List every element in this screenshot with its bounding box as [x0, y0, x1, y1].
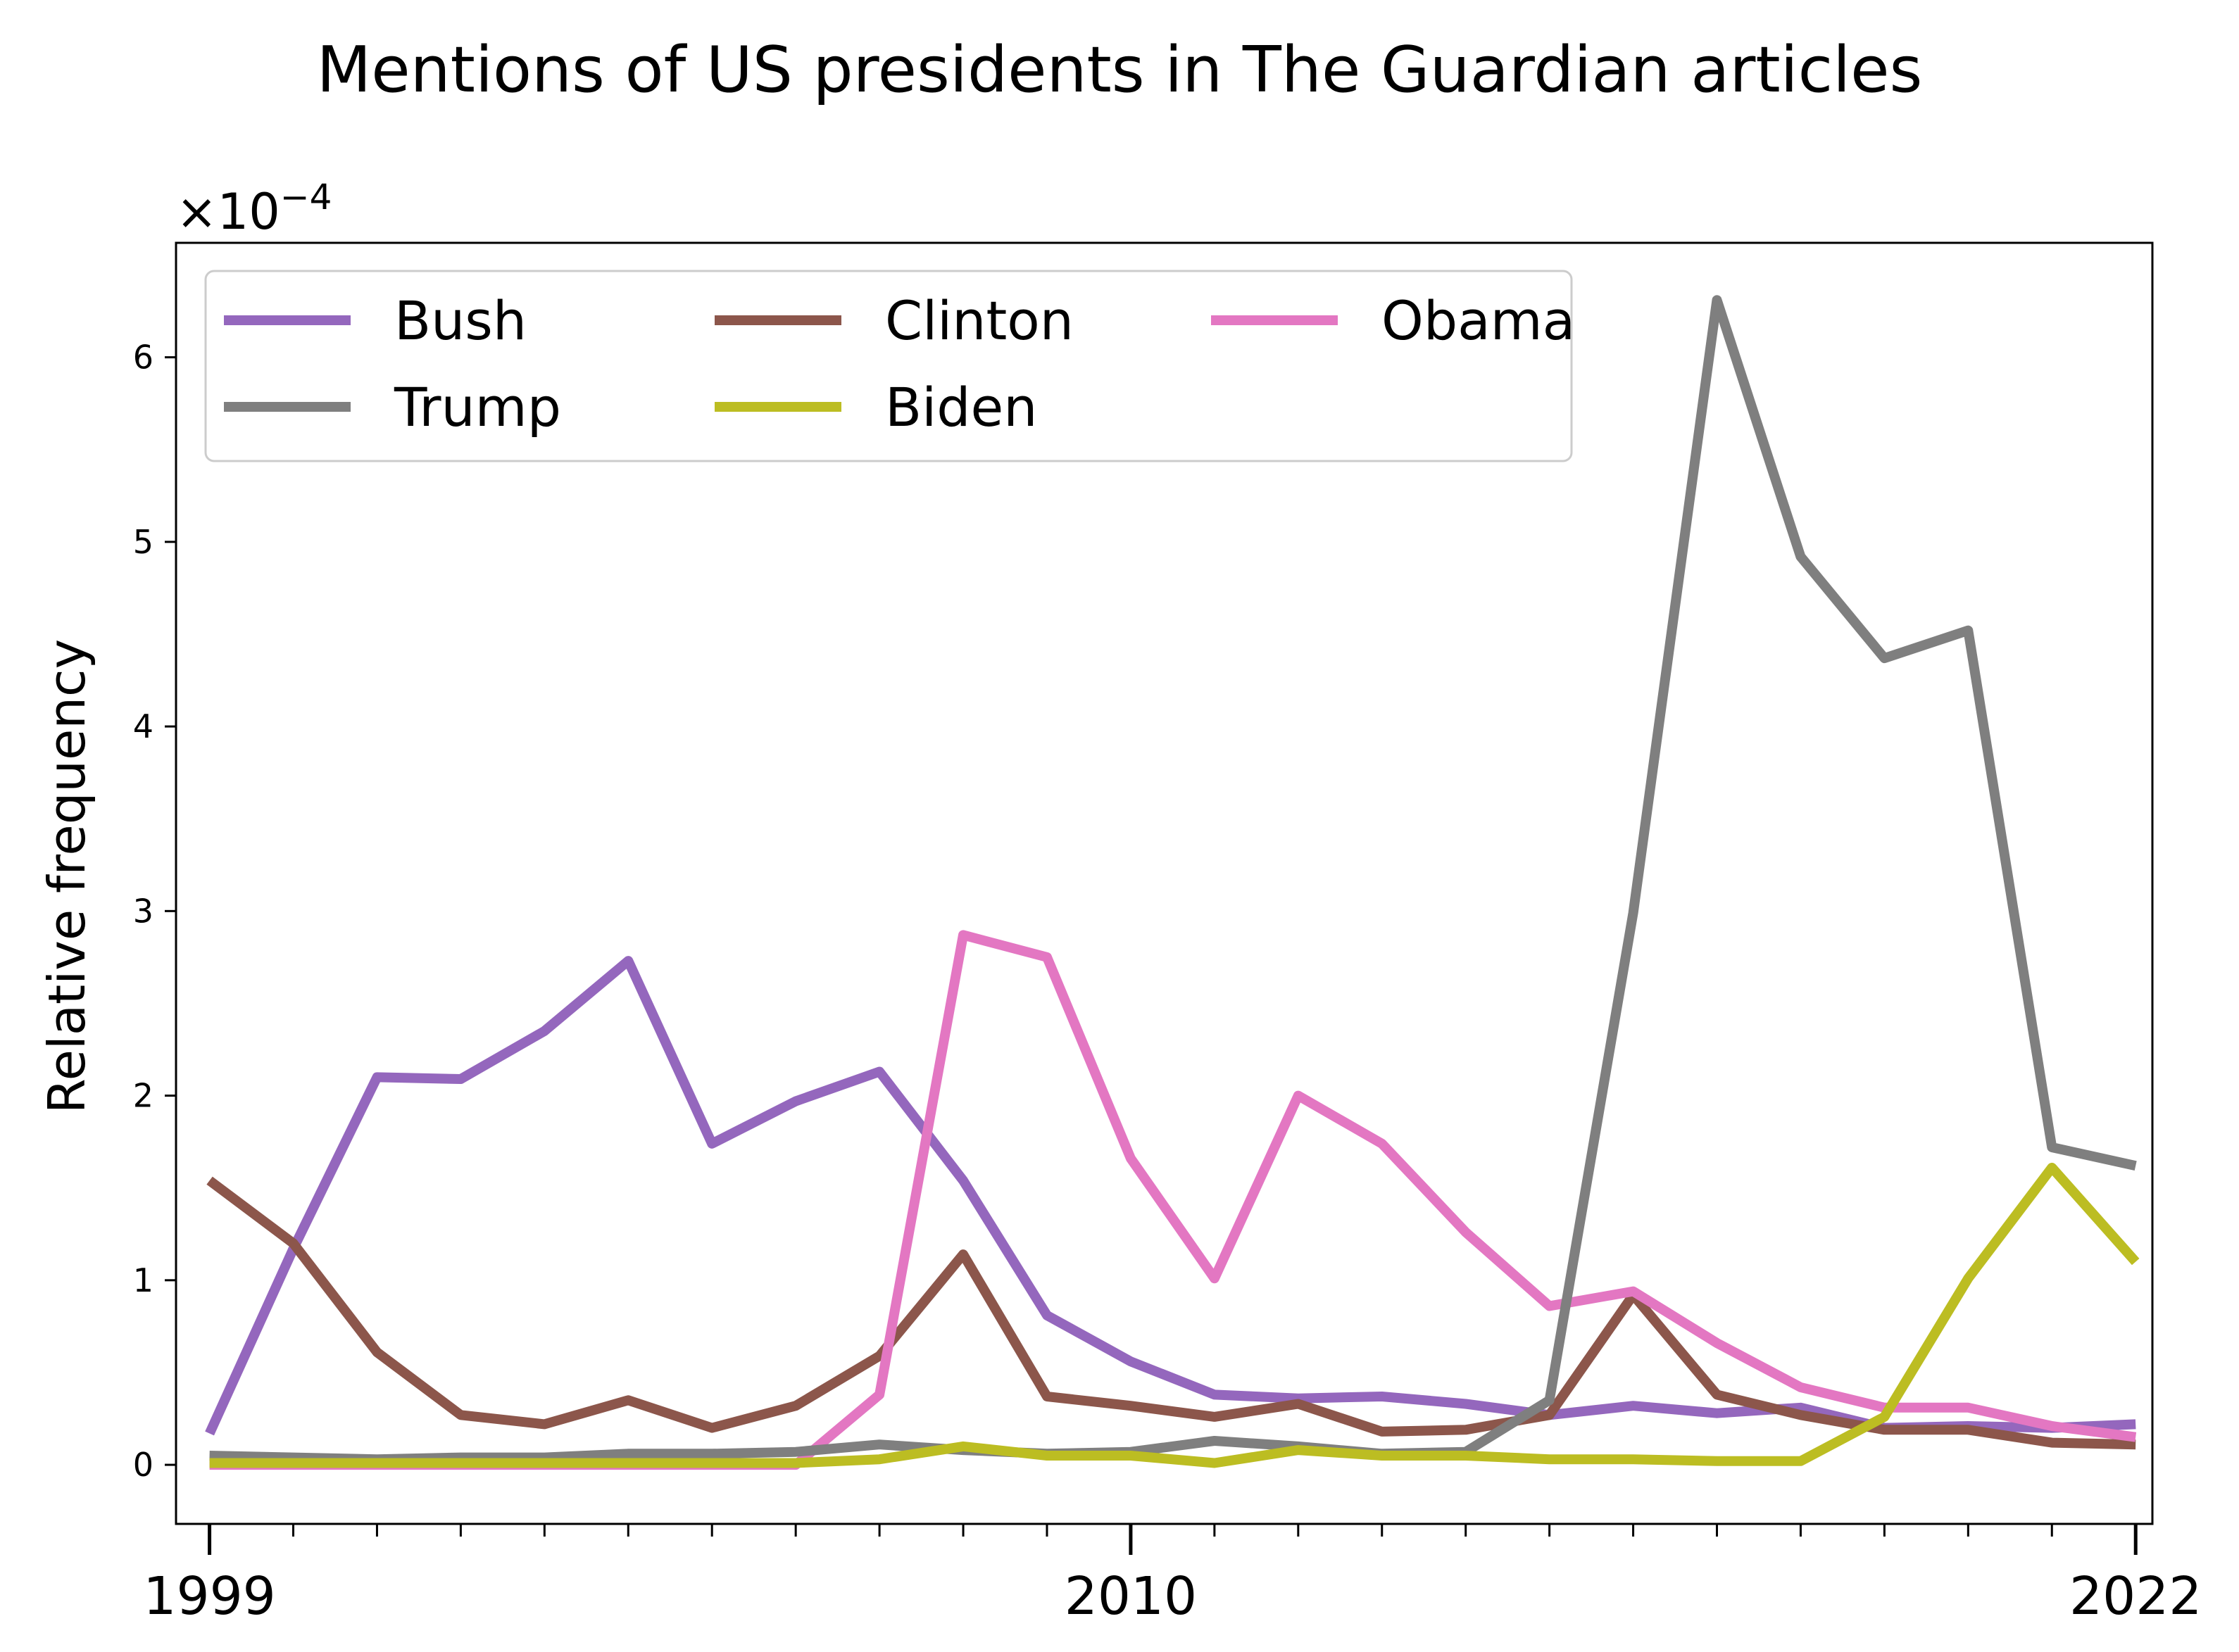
x-tick-label-2022: 2022 — [2069, 1566, 2202, 1627]
axes-layer: 0 1 2 3 4 5 6 1999 2010 2022 — [133, 241, 2202, 1627]
series-line-biden — [209, 1162, 2140, 1468]
plot-frame — [175, 241, 2154, 1525]
y-tick-label-3: 3 — [133, 892, 153, 930]
y-axis-exponent-power: −4 — [280, 177, 332, 217]
y-axis-exponent: ×10−4 — [176, 177, 332, 241]
y-axis-label: Relative frequency — [37, 639, 96, 1114]
series-line-trump — [209, 295, 2137, 1465]
series-line-obama — [209, 930, 2137, 1470]
legend-label-trump: Trump — [394, 376, 561, 439]
legend-label-obama: Obama — [1381, 289, 1575, 352]
chart-title: Mentions of US presidents in The Guardia… — [317, 33, 1923, 107]
series-line-clinton — [206, 1176, 2136, 1450]
y-tick-label-1: 1 — [133, 1261, 153, 1299]
x-tick-label-2010: 2010 — [1065, 1566, 1197, 1627]
y-tick-label-0: 0 — [133, 1446, 153, 1484]
y-tick-label-2: 2 — [133, 1077, 153, 1115]
y-tick-label-6: 6 — [133, 339, 153, 377]
x-tick-label-1999: 1999 — [143, 1566, 275, 1627]
legend: Bush Clinton Obama Trump Biden — [204, 270, 1575, 462]
y-tick-label-4: 4 — [133, 707, 153, 745]
legend-label-biden: Biden — [885, 376, 1037, 439]
series-layer — [205, 295, 2140, 1470]
y-tick-label-5: 5 — [133, 523, 153, 561]
series-line-bush — [205, 956, 2136, 1436]
legend-label-bush: Bush — [394, 289, 527, 352]
legend-label-clinton: Clinton — [885, 289, 1074, 352]
y-axis-exponent-base: ×10 — [176, 183, 280, 241]
